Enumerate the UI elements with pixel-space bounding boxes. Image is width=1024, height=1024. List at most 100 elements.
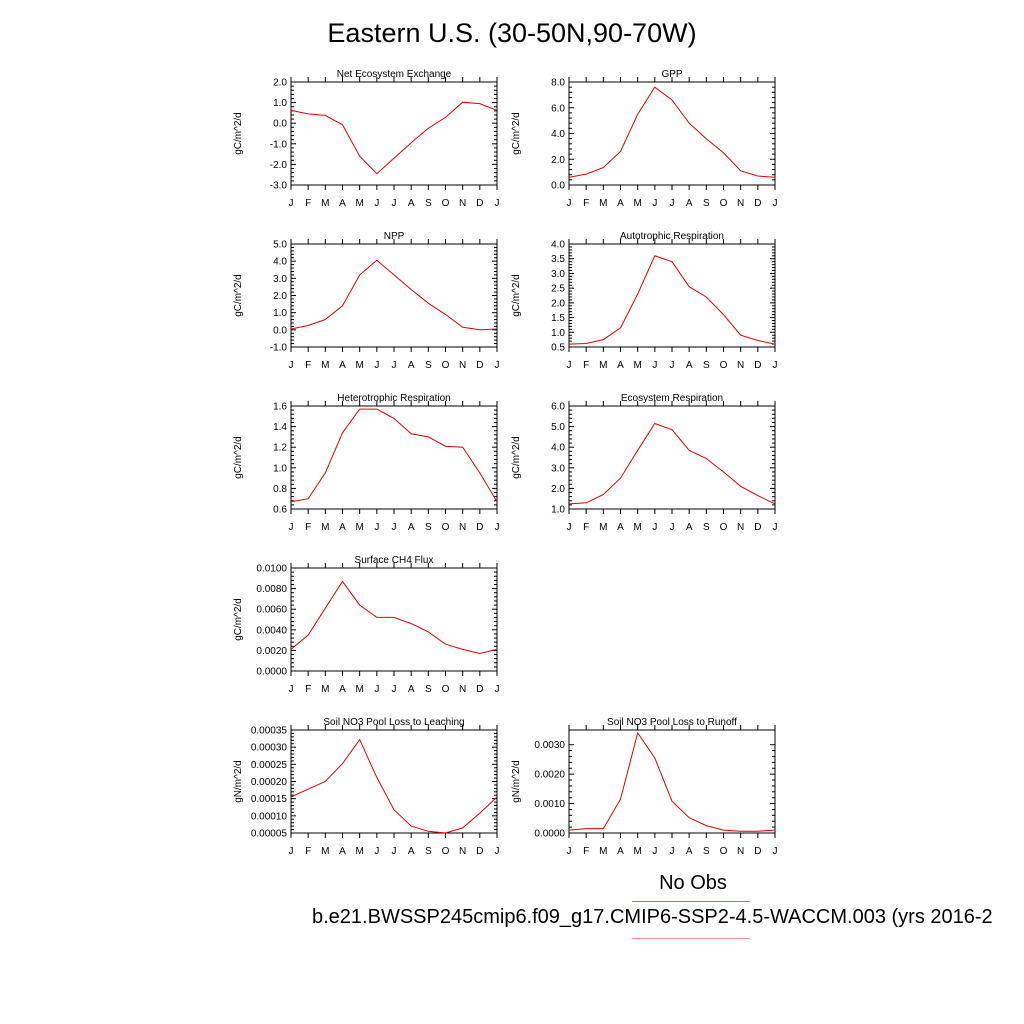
- x-tick-label: S: [425, 846, 432, 857]
- chart-panel: Soil NO3 Pool Loss to Runoff gN/m^2/d 0.00…: [511, 717, 778, 857]
- legend-obs-line: [632, 901, 750, 902]
- y-tick-label: 3.0: [551, 269, 565, 280]
- x-tick-label: D: [476, 684, 483, 695]
- x-tick-label: O: [442, 198, 450, 209]
- series-line: [568, 422, 776, 505]
- x-tick-label: F: [583, 522, 589, 533]
- x-tick-label: M: [633, 522, 641, 533]
- y-tick-label: 2.0: [273, 78, 287, 89]
- y-tick-label: 1.0: [551, 328, 565, 339]
- y-axis-label: gC/m^2/d: [233, 274, 244, 317]
- x-tick-label: M: [355, 684, 363, 695]
- x-tick-label: J: [495, 360, 500, 371]
- x-tick-label: J: [670, 846, 675, 857]
- y-tick-label: -1.0: [270, 139, 288, 150]
- x-tick-label: M: [355, 522, 363, 533]
- y-tick-label: 3.5: [551, 254, 565, 265]
- x-tick-label: N: [459, 522, 466, 533]
- y-axis-label: gC/m^2/d: [233, 436, 244, 479]
- y-tick-label: 0.0030: [534, 740, 565, 751]
- x-tick-label: J: [392, 522, 397, 533]
- x-tick-label: O: [442, 360, 450, 371]
- x-tick-label: M: [321, 360, 329, 371]
- x-tick-label: O: [442, 846, 450, 857]
- x-tick-label: F: [305, 198, 311, 209]
- x-tick-label: J: [773, 522, 778, 533]
- x-tick-label: J: [374, 360, 379, 371]
- series-line: [290, 408, 498, 503]
- plot-frame: [568, 243, 776, 348]
- x-tick-label: J: [374, 198, 379, 209]
- x-tick-label: D: [754, 198, 761, 209]
- x-tick-label: J: [670, 522, 675, 533]
- x-tick-label: J: [392, 198, 397, 209]
- series-line: [290, 738, 498, 834]
- x-tick-label: J: [652, 360, 657, 371]
- chart-title: NPP: [384, 231, 405, 242]
- x-tick-label: S: [425, 522, 432, 533]
- x-tick-label: A: [339, 522, 346, 533]
- x-tick-label: O: [442, 522, 450, 533]
- x-tick-label: A: [617, 522, 624, 533]
- x-tick-label: J: [567, 198, 572, 209]
- series-line: [568, 731, 776, 832]
- x-tick-label: N: [737, 846, 744, 857]
- y-axis-label: gN/m^2/d: [233, 760, 244, 803]
- x-tick-label: M: [355, 198, 363, 209]
- x-tick-label: O: [720, 522, 728, 533]
- x-tick-label: A: [408, 360, 415, 371]
- y-tick-label: 0.00015: [251, 794, 288, 805]
- y-tick-label: -3.0: [270, 181, 288, 192]
- y-tick-label: 2.0: [551, 484, 565, 495]
- y-axis-label: gC/m^2/d: [511, 274, 522, 317]
- x-tick-label: M: [321, 684, 329, 695]
- x-tick-label: J: [289, 198, 294, 209]
- chart-title: Heterotrophic Respiration: [337, 393, 450, 404]
- y-tick-label: -1.0: [270, 343, 288, 354]
- y-tick-label: 0.0: [273, 325, 287, 336]
- series-line: [290, 259, 498, 331]
- y-tick-label: 0.00030: [251, 743, 288, 754]
- x-tick-label: O: [720, 846, 728, 857]
- x-tick-label: J: [652, 846, 657, 857]
- chart-title: Net Ecosystem Exchange: [337, 69, 452, 80]
- x-tick-label: N: [737, 522, 744, 533]
- x-tick-label: M: [321, 198, 329, 209]
- y-tick-label: 6.0: [551, 103, 565, 114]
- y-tick-label: 4.0: [551, 443, 565, 454]
- y-tick-label: 0.0020: [256, 646, 287, 657]
- x-tick-label: O: [720, 198, 728, 209]
- x-tick-label: J: [289, 684, 294, 695]
- y-tick-label: 4.0: [273, 257, 287, 268]
- chart-panel: Ecosystem Respiration gC/m^2/d 1.0 2.0 3.0 4.…: [511, 393, 778, 533]
- x-tick-label: D: [476, 522, 483, 533]
- chart-panel: Autotrophic Respiration gC/m^2/d 0.5 1.0 1.5…: [511, 231, 778, 371]
- y-tick-label: 6.0: [551, 402, 565, 413]
- x-tick-label: F: [305, 684, 311, 695]
- x-tick-label: D: [754, 522, 761, 533]
- y-tick-label: 0.0100: [256, 564, 287, 575]
- x-tick-label: F: [305, 846, 311, 857]
- x-tick-label: J: [289, 360, 294, 371]
- y-tick-label: 0.0000: [256, 667, 287, 678]
- y-tick-label: 1.0: [273, 308, 287, 319]
- x-tick-label: M: [633, 360, 641, 371]
- chart-title: Surface CH4 Flux: [355, 555, 434, 566]
- x-tick-label: J: [773, 198, 778, 209]
- x-tick-label: F: [583, 198, 589, 209]
- y-tick-label: 0.0040: [256, 625, 287, 636]
- x-tick-label: D: [754, 846, 761, 857]
- x-tick-label: A: [617, 198, 624, 209]
- x-tick-label: D: [754, 360, 761, 371]
- x-tick-label: F: [583, 360, 589, 371]
- x-tick-label: D: [476, 360, 483, 371]
- y-tick-label: 8.0: [551, 78, 565, 89]
- series-line: [290, 580, 498, 655]
- x-tick-label: N: [459, 846, 466, 857]
- x-tick-label: J: [567, 522, 572, 533]
- y-tick-label: 0.8: [273, 484, 287, 495]
- series-line: [290, 101, 498, 175]
- y-tick-label: 0.0080: [256, 584, 287, 595]
- y-tick-label: 0.00025: [251, 760, 288, 771]
- y-tick-label: 2.5: [551, 284, 565, 295]
